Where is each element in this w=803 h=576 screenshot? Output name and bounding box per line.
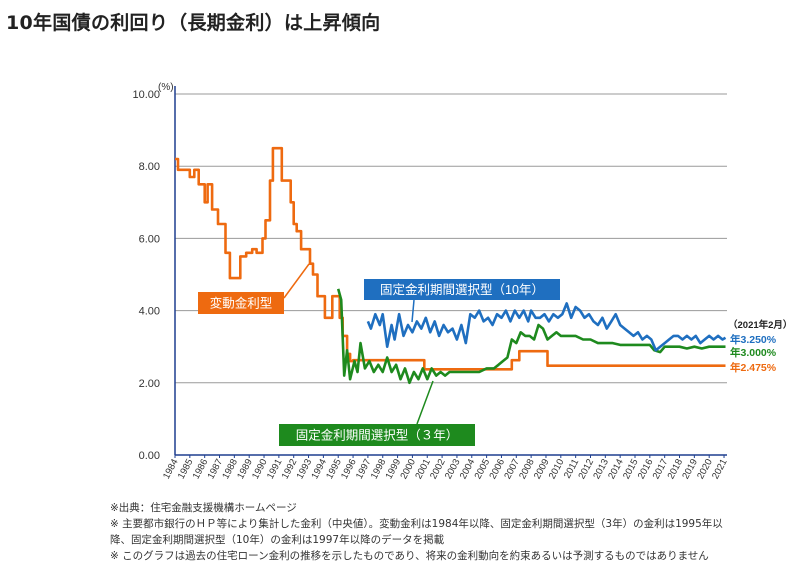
end-label-fixed10: 年3.250%	[730, 333, 777, 346]
series-name-fixed10: 固定金利期間選択型（10年）	[380, 282, 544, 297]
series-labels: （2021年2月）年2.475%年3.250%年3.000%変動金利型固定金利期…	[198, 263, 792, 446]
callout-leader-fixed3	[416, 380, 434, 425]
series-line-fixed3	[336, 288, 726, 385]
series-line-fixed10	[366, 302, 727, 352]
footnote-method: ※ 主要都市銀行のＨＰ等により集計した金利（中央値）。変動金利は1984年以降、…	[110, 518, 723, 530]
series-name-variable: 変動金利型	[210, 296, 273, 311]
footnotes: ※出典：住宅金融支援機構ホームページ ※ 主要都市銀行のＨＰ等により集計した金利…	[110, 500, 800, 564]
x-tick-label: 2021	[710, 457, 730, 481]
y-tick-label: 0.00	[139, 450, 160, 462]
footnote-source: ※出典：住宅金融支援機構ホームページ	[110, 502, 297, 514]
end-label-fixed3: 年3.000%	[730, 346, 777, 359]
grid	[175, 93, 727, 384]
y-tick-label: 8.00	[139, 161, 160, 173]
chart: 0.002.004.006.008.0010.00(%)198419851986…	[132, 82, 792, 481]
callout-box-variable	[198, 292, 284, 314]
callout-leader-variable	[283, 263, 310, 299]
y-tick-label: 10.00	[132, 89, 160, 101]
y-tick-label: 4.00	[139, 306, 160, 318]
callout-leader-fixed10	[411, 299, 415, 323]
page-title: 10年国債の利回り（長期金利）は上昇傾向	[6, 12, 381, 34]
x-tick-label: 2010	[547, 457, 567, 481]
end-label-variable: 年2.475%	[730, 361, 777, 374]
date-annotation: （2021年2月）	[728, 319, 792, 331]
series-line-variable	[175, 146, 726, 371]
callout-box-fixed10	[364, 279, 560, 300]
y-tick-label: 6.00	[139, 233, 160, 245]
y-tick-label: 2.00	[139, 378, 160, 390]
footnote-disclaimer: ※ このグラフは過去の住宅ローン金利の推移を示したものであり、将来の金利動向を約…	[110, 550, 709, 562]
y-axis-unit: (%)	[158, 82, 174, 93]
footnote-method-cont: 降、固定金利期間選択型（10年）の金利は1997年以降のデータを掲載	[110, 534, 445, 546]
callout-box-fixed3	[279, 424, 475, 446]
series-name-fixed3: 固定金利期間選択型（３年）	[296, 428, 459, 443]
series-lines	[175, 146, 727, 385]
